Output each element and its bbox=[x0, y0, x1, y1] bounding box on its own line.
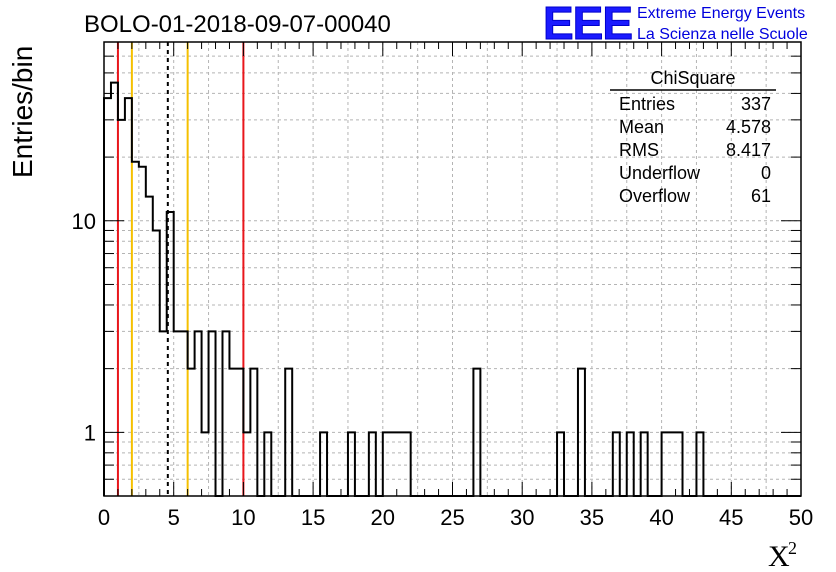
stats-box: ChiSquare Entries 337 Mean 4.578 RMS 8.417 Und… bbox=[610, 68, 776, 206]
stats-value: 61 bbox=[751, 186, 771, 206]
y-tick-label: 10 bbox=[72, 209, 96, 234]
stats-value: 8.417 bbox=[726, 140, 771, 160]
x-tick-label: 35 bbox=[580, 505, 604, 530]
plot-frame bbox=[103, 41, 802, 497]
x-tick-label: 30 bbox=[510, 505, 534, 530]
stats-label: Overflow bbox=[619, 186, 691, 206]
x-axis-label-superscript: 2 bbox=[788, 538, 797, 558]
logo-mark: EEE bbox=[543, 0, 632, 49]
stats-label: Mean bbox=[619, 117, 664, 137]
stats-label: RMS bbox=[619, 140, 659, 160]
eee-logo: EEE Extreme Energy Events La Scienza nel… bbox=[543, 0, 808, 50]
stats-title: ChiSquare bbox=[650, 68, 735, 88]
logo-line-1: Extreme Energy Events bbox=[637, 5, 805, 22]
x-tick-label: 20 bbox=[371, 505, 395, 530]
y-tick-labels: 1 10 bbox=[72, 209, 96, 446]
y-axis-label: Entries/bin bbox=[7, 46, 38, 178]
x-tick-labels: 0 5 10 15 20 25 30 35 40 45 50 bbox=[98, 505, 813, 530]
stats-label: Entries bbox=[619, 94, 675, 114]
reference-lines bbox=[116, 42, 245, 496]
chart-title: BOLO-01-2018-09-07-00040 bbox=[84, 11, 391, 38]
logo-line-2: La Scienza nelle Scuole bbox=[637, 26, 808, 43]
x-tick-label: 45 bbox=[719, 505, 743, 530]
x-tick-label: 5 bbox=[168, 505, 180, 530]
stats-value: 4.578 bbox=[726, 117, 771, 137]
x-tick-label: 15 bbox=[301, 505, 325, 530]
stats-value: 0 bbox=[761, 163, 771, 183]
x-tick-label: 50 bbox=[789, 505, 813, 530]
stats-label: Underflow bbox=[619, 163, 701, 183]
x-tick-label: 0 bbox=[98, 505, 110, 530]
x-tick-label: 10 bbox=[231, 505, 255, 530]
stats-value: 337 bbox=[741, 94, 771, 114]
x-tick-label: 40 bbox=[649, 505, 673, 530]
x-axis-label: X bbox=[768, 540, 790, 572]
x-tick-label: 25 bbox=[440, 505, 464, 530]
y-tick-label: 1 bbox=[84, 420, 96, 445]
